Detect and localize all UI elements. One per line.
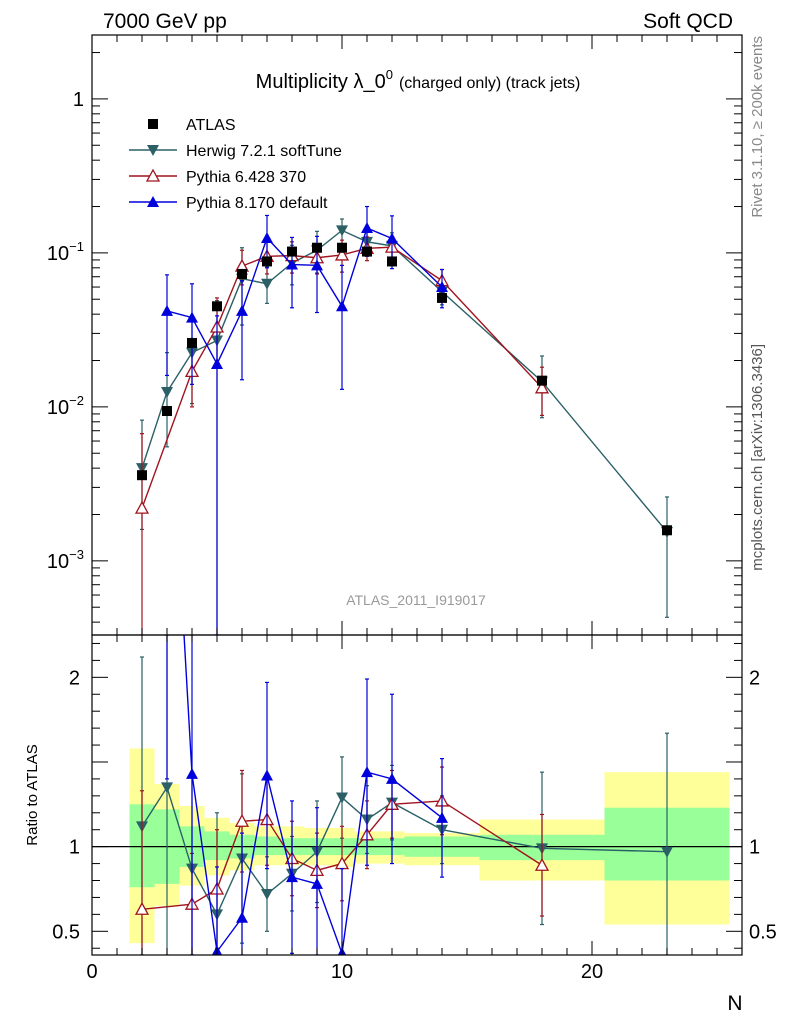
rivet-version-label: Rivet 3.1.10, ≥ 200k events: [749, 36, 766, 218]
y-tick-label: 10−1: [47, 239, 84, 265]
data-point-marker: [336, 300, 348, 312]
data-point-marker: [261, 231, 273, 243]
data-point-marker: [312, 242, 322, 253]
y-tick-label-exponent: −2: [69, 393, 84, 408]
series-line: [141, 246, 543, 509]
data-point-marker: [386, 772, 398, 784]
data-point-marker: [236, 304, 248, 316]
plot-title-suffix: (charged only) (track jets): [399, 75, 580, 92]
data-point-marker: [161, 386, 173, 398]
data-point-marker: [261, 278, 273, 290]
data-point-marker: [262, 256, 272, 267]
data-point-marker: [534, 380, 550, 394]
ratio-y-tick-label-right: 2: [749, 667, 760, 689]
data-point-marker: [437, 292, 447, 303]
legend-label: Pythia 6.428 370: [186, 169, 306, 186]
ratio-y-tick-label-right: 1: [749, 837, 760, 859]
legend-marker: [148, 119, 158, 129]
ratio-y-tick-label-right: 0.5: [749, 921, 777, 943]
data-point-marker: [261, 889, 273, 901]
y-tick-label-base: 10: [47, 551, 69, 573]
y-tick-label: 10−2: [47, 393, 84, 419]
data-point-marker: [537, 375, 547, 386]
data-point-marker: [147, 145, 159, 156]
plot-title-sup: 0: [386, 67, 393, 82]
legend-entry: ATLAS: [148, 117, 236, 134]
legend-entry: Pythia 8.170 default: [129, 195, 328, 212]
data-point-marker: [134, 500, 150, 514]
ratio-series-layer: [134, 635, 673, 955]
data-point-marker: [187, 337, 197, 348]
data-point-marker: [287, 246, 297, 257]
data-point-marker: [387, 256, 397, 267]
data-point-marker: [436, 811, 448, 823]
data-point-marker: [311, 259, 323, 271]
data-point-marker: [534, 857, 550, 871]
data-point-marker: [186, 767, 198, 779]
y-tick-label: 10−3: [47, 547, 84, 573]
data-point-marker: [286, 871, 298, 883]
data-point-marker: [361, 222, 373, 234]
data-point-marker: [212, 301, 222, 312]
data-point-marker: [145, 168, 161, 182]
header-category-label: Soft QCD: [643, 10, 733, 33]
data-point-marker: [237, 268, 247, 279]
plot-title-main: Multiplicity λ_0: [256, 71, 386, 93]
data-point-marker: [186, 311, 198, 323]
data-point-marker: [436, 281, 448, 293]
legend: ATLAS Herwig 7.2.1 softTune Pythia 6.428 3…: [129, 117, 342, 212]
data-point-marker: [137, 470, 147, 481]
legend-entry: Pythia 6.428 370: [129, 168, 306, 186]
data-point-marker: [211, 357, 223, 369]
data-point-marker: [311, 877, 323, 889]
plot-title: Multiplicity λ_00 (charged only) (track j…: [256, 67, 581, 93]
x-tick-label: 20: [581, 961, 603, 983]
data-point-marker: [161, 304, 173, 316]
data-point-marker: [662, 525, 672, 536]
legend-label: Pythia 8.170 default: [186, 195, 328, 212]
y-tick-label-base: 1: [73, 89, 84, 111]
ratio-y-axis-label: Ratio to ATLAS: [24, 744, 41, 845]
data-point-marker: [147, 196, 159, 207]
y-tick-label-base: 10: [47, 243, 69, 265]
ratio-y-tick-label: 1: [69, 837, 80, 859]
legend-label: Herwig 7.2.1 softTune: [186, 143, 342, 160]
y-tick-label-exponent: −3: [69, 547, 84, 562]
analysis-id-label: ATLAS_2011_I919017: [346, 592, 486, 608]
legend-entry: Herwig 7.2.1 softTune: [129, 143, 342, 160]
data-point-marker: [337, 242, 347, 253]
data-point-marker: [161, 782, 173, 794]
data-point-marker: [336, 792, 348, 804]
x-axis-label: N: [727, 992, 742, 1015]
series-line: [141, 229, 668, 533]
y-tick-label-exponent: −1: [69, 239, 84, 254]
ratio-series-line: [141, 785, 668, 916]
x-tick-label: 0: [86, 961, 97, 983]
data-point-marker: [261, 769, 273, 781]
mcplots-label: mcplots.cern.ch [arXiv:1306.3436]: [749, 344, 766, 571]
data-point-marker: [362, 246, 372, 257]
data-point-marker: [234, 813, 250, 827]
main-series-layer: [134, 205, 673, 635]
header-energy-label: 7000 GeV pp: [103, 10, 227, 33]
x-tick-label: 10: [331, 961, 353, 983]
ratio-y-tick-label: 0.5: [52, 921, 80, 943]
data-point-marker: [386, 232, 398, 244]
data-point-marker: [334, 247, 350, 261]
y-tick-label: 1: [73, 89, 84, 111]
data-point-marker: [336, 225, 348, 237]
y-tick-label-base: 10: [47, 397, 69, 419]
data-point-marker: [134, 901, 150, 915]
legend-label: ATLAS: [186, 117, 236, 134]
data-point-marker: [286, 258, 298, 270]
data-point-marker: [361, 766, 373, 778]
data-point-marker: [661, 846, 673, 858]
ratio-y-tick-label: 2: [69, 667, 80, 689]
data-point-marker: [236, 911, 248, 923]
data-point-marker: [162, 406, 172, 417]
